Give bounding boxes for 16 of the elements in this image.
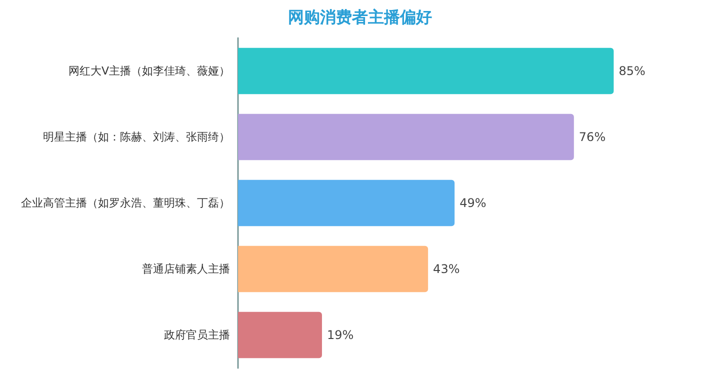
data-label: 76% bbox=[578, 130, 606, 144]
y-tick-label: 明星主播（如：陈赫、刘涛、张雨绮） bbox=[43, 130, 230, 144]
bar bbox=[238, 48, 614, 94]
y-tick-label: 网红大V主播（如李佳琦、薇娅） bbox=[68, 64, 230, 78]
y-tick-label: 普通店铺素人主播 bbox=[142, 262, 230, 276]
bar bbox=[238, 312, 322, 358]
y-tick-label: 企业高管主播（如罗永浩、董明珠、丁磊） bbox=[21, 196, 230, 210]
y-tick-label: 政府官员主播 bbox=[164, 328, 230, 342]
bar bbox=[238, 114, 574, 160]
chart-title: 网购消费者主播偏好 bbox=[288, 8, 432, 26]
data-label: 19% bbox=[326, 328, 354, 342]
data-label: 43% bbox=[433, 262, 460, 276]
bar bbox=[238, 180, 455, 226]
data-label: 49% bbox=[460, 196, 486, 210]
bar bbox=[238, 246, 428, 292]
data-label: 85% bbox=[618, 64, 646, 78]
